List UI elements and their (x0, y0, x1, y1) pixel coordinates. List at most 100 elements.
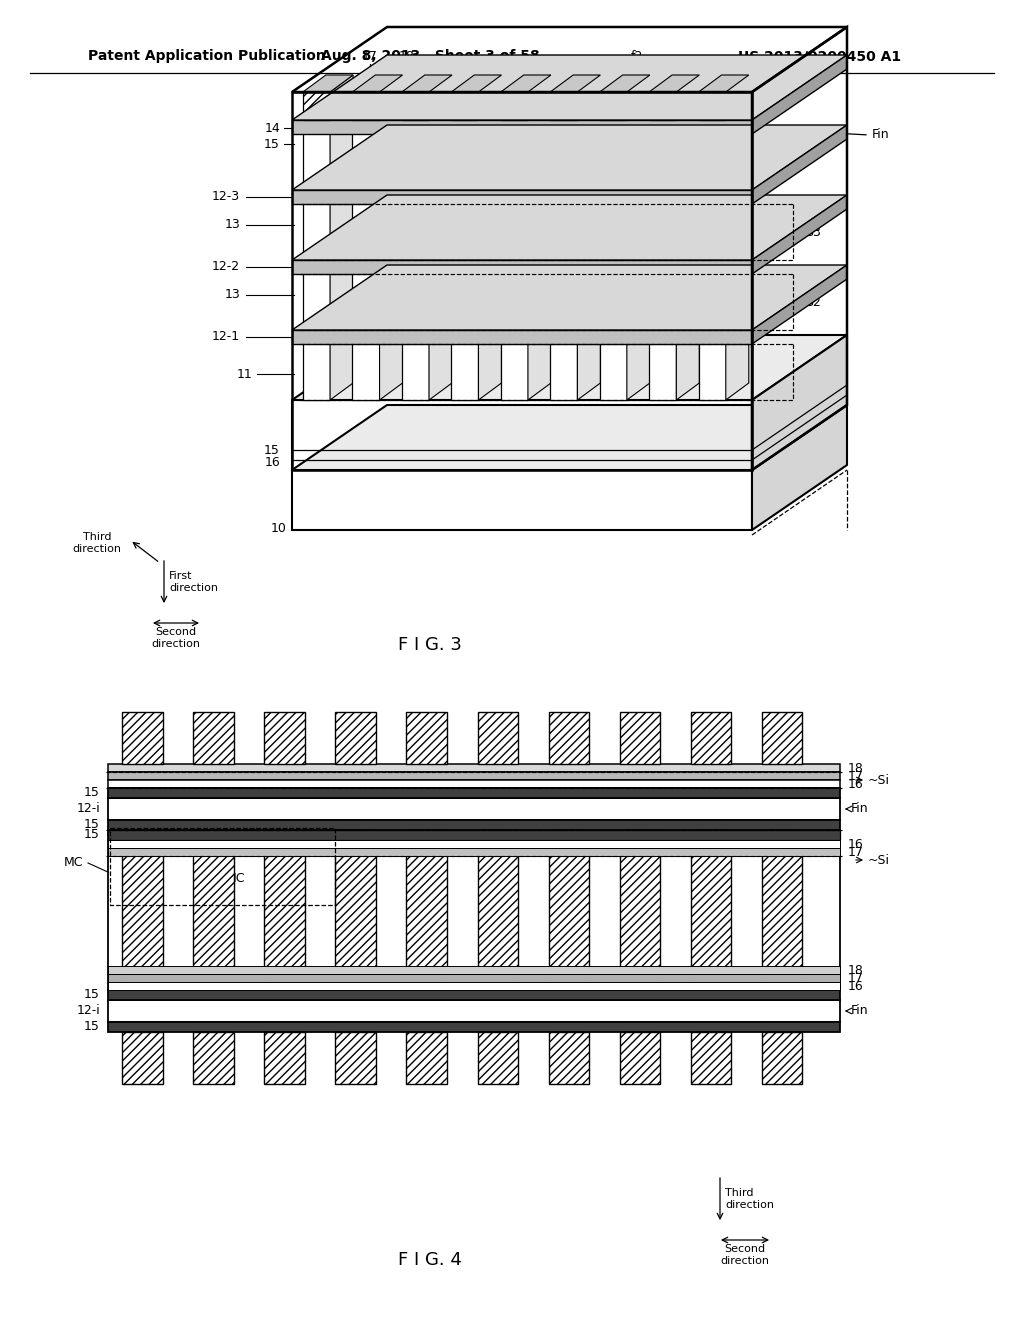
Polygon shape (752, 265, 847, 345)
Polygon shape (303, 120, 330, 400)
Polygon shape (108, 1022, 840, 1032)
Text: 15: 15 (84, 989, 100, 1002)
Text: 10: 10 (271, 521, 287, 535)
Text: MC: MC (226, 871, 246, 884)
Polygon shape (380, 103, 402, 400)
Polygon shape (550, 103, 600, 120)
Text: 12-1: 12-1 (212, 330, 240, 343)
Polygon shape (501, 92, 528, 120)
Polygon shape (452, 75, 502, 92)
Polygon shape (292, 55, 847, 120)
Text: 17: 17 (352, 164, 368, 177)
Text: Second
direction: Second direction (152, 627, 201, 649)
Text: S3: S3 (805, 226, 821, 239)
Polygon shape (336, 711, 376, 764)
Text: S1: S1 (805, 366, 821, 379)
Polygon shape (401, 75, 452, 92)
Polygon shape (762, 830, 803, 990)
Text: Second
direction: Second direction (721, 1245, 769, 1266)
Polygon shape (292, 120, 752, 135)
Text: First
direction: First direction (169, 572, 218, 593)
Polygon shape (429, 75, 452, 120)
Polygon shape (292, 400, 752, 470)
Polygon shape (600, 75, 650, 92)
Polygon shape (726, 75, 749, 120)
Text: 16: 16 (848, 777, 864, 791)
Text: Fin: Fin (851, 1005, 868, 1018)
Polygon shape (108, 990, 840, 1001)
Polygon shape (649, 120, 676, 400)
Polygon shape (649, 92, 676, 120)
Polygon shape (292, 335, 847, 400)
Polygon shape (752, 335, 847, 470)
Polygon shape (550, 75, 600, 92)
Polygon shape (407, 830, 447, 990)
Text: 15: 15 (84, 1020, 100, 1034)
Polygon shape (407, 1032, 447, 1084)
Polygon shape (578, 103, 600, 400)
Text: f1: f1 (651, 139, 664, 152)
Polygon shape (108, 820, 840, 830)
Text: 16: 16 (848, 979, 864, 993)
Text: F I G. 4: F I G. 4 (398, 1251, 462, 1269)
Polygon shape (122, 830, 163, 990)
Polygon shape (292, 405, 847, 470)
Polygon shape (478, 103, 502, 400)
Text: S2: S2 (805, 296, 821, 309)
Polygon shape (108, 982, 840, 990)
Text: f2: f2 (631, 50, 643, 63)
Polygon shape (108, 966, 840, 974)
Polygon shape (330, 103, 353, 400)
Polygon shape (762, 1032, 803, 1084)
Polygon shape (676, 75, 699, 120)
Text: 18: 18 (399, 50, 415, 63)
Polygon shape (752, 125, 847, 205)
Polygon shape (452, 120, 478, 400)
Polygon shape (691, 830, 731, 990)
Polygon shape (401, 120, 429, 400)
Polygon shape (194, 1032, 233, 1084)
Text: Third
direction: Third direction (725, 1188, 774, 1210)
Polygon shape (292, 125, 847, 190)
Polygon shape (122, 711, 163, 764)
Text: 12-i: 12-i (76, 803, 100, 816)
Text: 18: 18 (382, 164, 398, 177)
Text: MC: MC (63, 857, 83, 870)
Polygon shape (549, 830, 589, 990)
Text: ~Si: ~Si (868, 854, 890, 866)
Polygon shape (676, 103, 699, 400)
Polygon shape (762, 711, 803, 764)
Polygon shape (108, 764, 840, 772)
Polygon shape (752, 405, 847, 531)
Text: 15: 15 (84, 829, 100, 842)
Text: 16: 16 (848, 837, 864, 850)
Polygon shape (649, 75, 699, 92)
Polygon shape (698, 103, 749, 120)
Polygon shape (528, 103, 551, 400)
Text: 12-2: 12-2 (212, 260, 240, 273)
Text: F I G. 3: F I G. 3 (398, 636, 462, 653)
Polygon shape (698, 120, 726, 400)
Polygon shape (292, 470, 752, 531)
Polygon shape (122, 1032, 163, 1084)
Polygon shape (336, 830, 376, 990)
Polygon shape (691, 1032, 731, 1084)
Polygon shape (620, 711, 660, 764)
Polygon shape (429, 103, 452, 400)
Text: 17: 17 (362, 50, 378, 63)
Polygon shape (649, 103, 699, 120)
Polygon shape (752, 195, 847, 275)
Text: 16: 16 (264, 455, 280, 469)
Polygon shape (600, 120, 627, 400)
Polygon shape (194, 830, 233, 990)
Polygon shape (627, 75, 650, 120)
Polygon shape (264, 1032, 305, 1084)
Polygon shape (292, 265, 847, 330)
Polygon shape (549, 1032, 589, 1084)
Text: US 2013/0200450 A1: US 2013/0200450 A1 (738, 49, 901, 63)
Polygon shape (752, 55, 847, 135)
Polygon shape (698, 92, 726, 120)
Text: 13: 13 (224, 219, 240, 231)
Polygon shape (108, 1001, 840, 1022)
Polygon shape (452, 103, 502, 120)
